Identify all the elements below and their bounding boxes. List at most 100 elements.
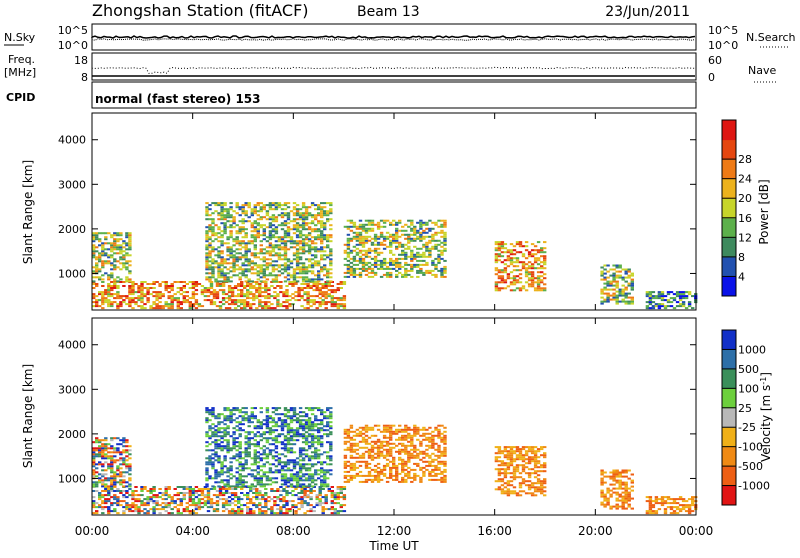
echo-cell xyxy=(281,272,284,274)
echo-cell xyxy=(198,498,201,500)
echo-cell xyxy=(248,278,251,280)
echo-cell xyxy=(302,238,305,240)
echo-cell xyxy=(337,297,340,299)
echo-cell xyxy=(320,413,323,415)
echo-cell xyxy=(205,260,208,262)
echo-cell xyxy=(245,204,248,206)
echo-cell xyxy=(276,295,279,297)
echo-cell xyxy=(319,297,322,299)
echo-cell xyxy=(98,449,101,451)
echo-cell xyxy=(398,449,401,451)
echo-cell xyxy=(260,481,263,483)
echo-cell xyxy=(246,293,249,295)
echo-cell xyxy=(242,230,245,232)
echo-cell xyxy=(606,283,609,285)
echo-cell xyxy=(217,439,220,441)
echo-cell xyxy=(305,443,308,445)
echo-cell xyxy=(661,303,664,305)
echo-cell xyxy=(248,248,251,250)
echo-cell xyxy=(293,459,296,461)
echo-cell xyxy=(98,254,101,256)
echo-cell xyxy=(609,269,612,271)
echo-cell xyxy=(353,276,356,278)
echo-cell xyxy=(434,248,437,250)
echo-cell xyxy=(257,451,260,453)
echo-cell xyxy=(300,504,303,506)
echo-cell xyxy=(290,260,293,262)
echo-cell xyxy=(95,264,98,266)
echo-cell xyxy=(171,287,174,289)
echo-cell xyxy=(208,230,211,232)
echo-cell xyxy=(217,457,220,459)
echo-cell xyxy=(368,222,371,224)
echo-cell xyxy=(140,500,143,502)
echo-cell xyxy=(219,492,222,494)
echo-cell xyxy=(603,289,606,291)
echo-cell xyxy=(107,457,110,459)
echo-cell xyxy=(276,490,279,492)
echo-cell xyxy=(171,297,174,299)
echo-cell xyxy=(287,429,290,431)
echo-cell xyxy=(631,289,634,291)
echo-cell xyxy=(240,488,243,490)
echo-cell xyxy=(195,492,198,494)
echo-cell xyxy=(365,238,368,240)
echo-cell xyxy=(380,276,383,278)
echo-cell xyxy=(183,488,186,490)
echo-cell xyxy=(422,246,425,248)
echo-cell xyxy=(313,490,316,492)
echo-cell xyxy=(211,423,214,425)
echo-cell xyxy=(245,459,248,461)
echo-cell xyxy=(232,238,235,240)
echo-cell xyxy=(110,490,113,492)
echo-cell xyxy=(220,216,223,218)
echo-cell xyxy=(232,222,235,224)
echo-cell xyxy=(320,445,323,447)
echo-cell xyxy=(495,257,498,259)
echo-cell xyxy=(155,281,158,283)
echo-cell xyxy=(131,504,134,506)
echo-cell xyxy=(359,260,362,262)
echo-cell xyxy=(404,439,407,441)
echo-cell xyxy=(278,457,281,459)
echo-cell xyxy=(214,459,217,461)
echo-cell xyxy=(419,268,422,270)
echo-cell xyxy=(165,502,168,504)
echo-cell xyxy=(616,295,619,297)
echo-cell xyxy=(365,447,368,449)
echo-cell xyxy=(95,268,98,270)
echo-cell xyxy=(380,443,383,445)
echo-cell xyxy=(107,443,110,445)
echo-cell xyxy=(257,272,260,274)
echo-cell xyxy=(275,254,278,256)
echo-cell xyxy=(398,254,401,256)
echo-cell xyxy=(374,262,377,264)
echo-cell xyxy=(359,447,362,449)
echo-cell xyxy=(337,512,340,514)
echo-cell xyxy=(311,477,314,479)
echo-cell xyxy=(389,429,392,431)
echo-cell xyxy=(371,441,374,443)
echo-cell xyxy=(368,451,371,453)
echo-cell xyxy=(214,447,217,449)
echo-cell xyxy=(290,427,293,429)
echo-cell xyxy=(356,248,359,250)
echo-cell xyxy=(658,295,661,297)
echo-cell xyxy=(208,254,211,256)
echo-cell xyxy=(386,459,389,461)
echo-cell xyxy=(273,512,276,514)
echo-cell xyxy=(158,305,161,307)
echo-cell xyxy=(340,305,343,307)
echo-cell xyxy=(628,271,631,273)
echo-cell xyxy=(337,492,340,494)
echo-cell xyxy=(371,250,374,252)
echo-cell xyxy=(125,490,128,492)
echo-cell xyxy=(211,220,214,222)
echo-cell xyxy=(177,291,180,293)
echo-cell xyxy=(266,278,269,280)
echo-cell xyxy=(162,281,165,283)
echo-cell xyxy=(287,459,290,461)
echo-cell xyxy=(272,431,275,433)
echo-cell xyxy=(275,477,278,479)
echo-cell xyxy=(287,461,290,463)
